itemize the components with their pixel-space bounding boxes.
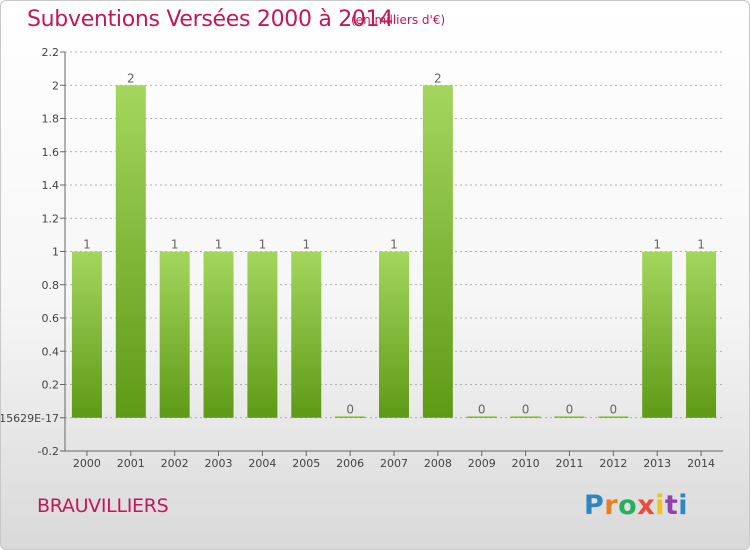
y-tick-label: 0.2 [42,379,60,392]
x-tick-label: 2013 [643,457,671,470]
x-tick-label: 2002 [161,457,189,470]
bars [71,85,717,418]
logo-letter: i [678,490,689,521]
logo-letter: x [637,490,656,521]
labels: -0.2 -1.15629E-17 0.2 0.4 0.6 0.8 1 1.2 1.4 1.6 1.… [1,46,715,470]
y-tick-label: -1.15629E-17 [1,412,59,425]
y-tick-label: 1 [52,246,59,259]
bar [554,416,585,418]
data-label: 1 [653,238,661,252]
commune-name: BRAUVILLIERS [37,495,169,517]
logo-letter: r [604,490,619,521]
y-tick-label: 1.4 [42,179,60,192]
y-tick-label: 2.2 [42,46,60,59]
y-tick-label: 1.2 [42,212,60,225]
data-label: 0 [478,402,486,416]
chart-subtitle: (en milliers d'€) [351,13,446,27]
x-tick-label: 2012 [599,457,627,470]
x-tick-label: 2009 [468,457,496,470]
data-label: 0 [346,402,354,416]
bar [159,251,190,418]
logo-letter: o [618,490,638,521]
bar [466,416,497,418]
data-label: 1 [302,238,310,252]
data-label: 0 [522,402,530,416]
bar [422,85,453,418]
x-tick-label: 2011 [555,457,583,470]
x-tick-label: 2010 [512,457,540,470]
data-label: 0 [610,402,618,416]
bar [291,251,322,418]
x-tick-label: 2008 [424,457,452,470]
bar [247,251,278,418]
y-tick-label: 1.8 [42,113,60,126]
logo-letter: i [655,490,665,521]
data-label: 1 [215,238,223,252]
bar [379,251,409,418]
data-label: 2 [434,71,442,85]
data-label: 2 [127,71,135,85]
data-label: 1 [390,238,398,252]
bar [642,251,673,418]
y-tick-label: 1.6 [42,146,60,159]
y-tick-label: 2 [52,79,59,92]
y-tick-label: 0.4 [42,345,60,358]
data-label: 1 [171,238,179,252]
x-tick-label: 2007 [380,457,408,470]
x-tick-label: 2005 [292,457,320,470]
x-tick-label: 2006 [336,457,364,470]
bar [510,416,541,418]
axes [60,51,723,456]
x-tick-label: 2014 [687,457,715,470]
logo-letter: P [584,490,605,521]
data-label: 1 [259,238,267,252]
x-tick-label: 2003 [205,457,233,470]
y-tick-label: 0.6 [42,312,60,325]
bar [203,251,234,418]
bar [71,251,102,418]
bar [335,416,366,418]
data-label: 0 [566,402,574,416]
chart-title: Subventions Versées 2000 à 2014 [27,7,394,32]
x-tick-label: 2000 [73,457,101,470]
data-label: 1 [697,238,705,252]
y-tick-label: 0.8 [42,279,60,292]
bar [115,85,146,418]
bar [686,251,717,418]
logo-letter: t [664,490,679,521]
data-label: 1 [83,238,91,252]
x-tick-label: 2004 [248,457,276,470]
y-tick-label: -0.2 [38,445,59,458]
proxiti-logo[interactable]: Proxiti [584,490,688,521]
x-tick-label: 2001 [117,457,145,470]
bar [598,416,629,418]
